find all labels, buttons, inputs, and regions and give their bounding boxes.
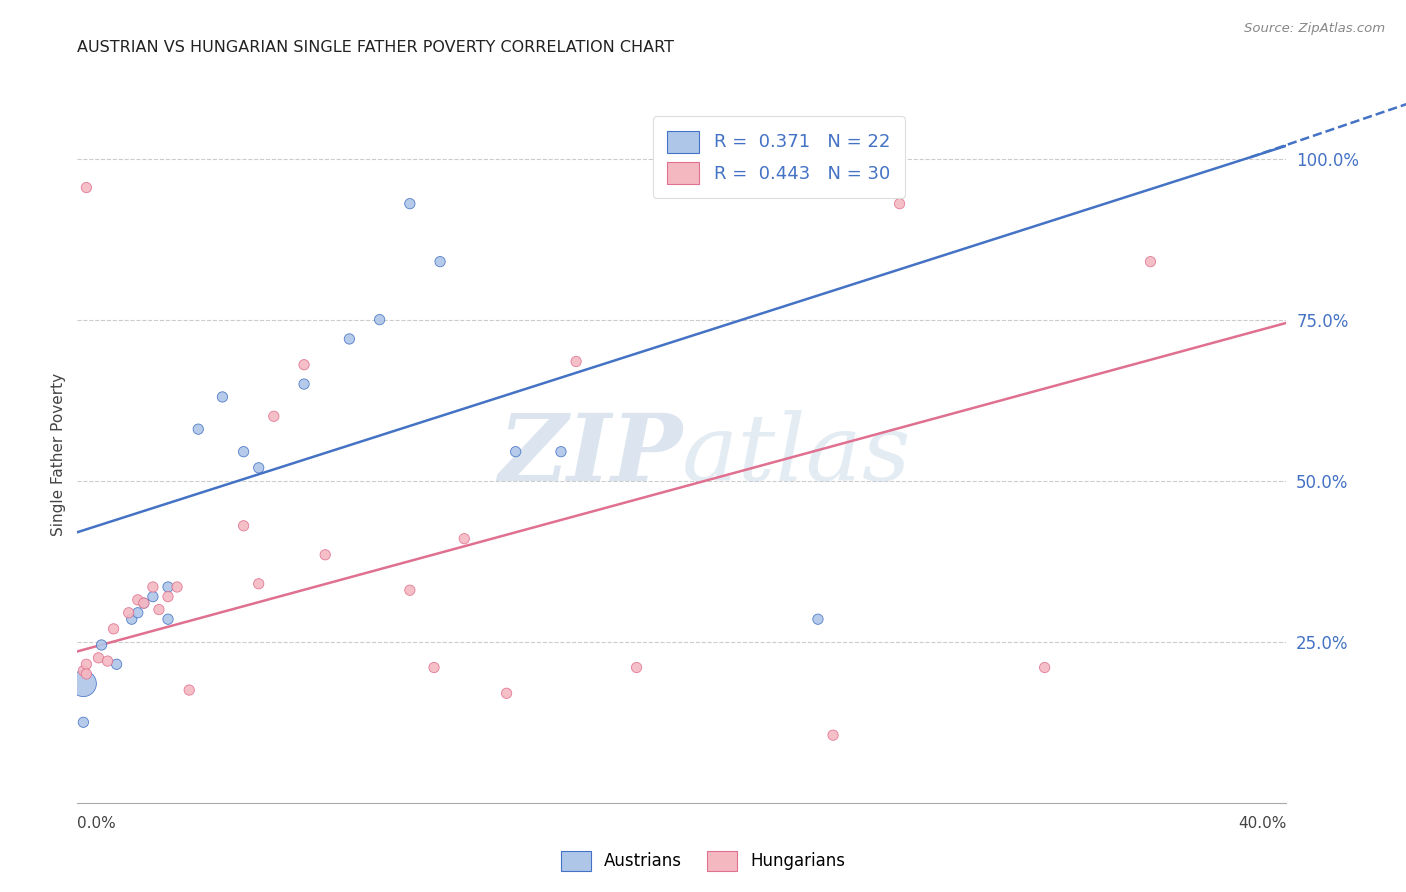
- Text: atlas: atlas: [682, 410, 911, 500]
- Point: [105, 657, 128, 672]
- Point: [142, 590, 165, 604]
- Point: [1139, 254, 1161, 268]
- Point: [127, 606, 149, 620]
- Point: [453, 532, 475, 546]
- Legend: Austrians, Hungarians: Austrians, Hungarians: [553, 842, 853, 880]
- Point: [247, 460, 270, 475]
- Point: [821, 728, 844, 742]
- Point: [127, 592, 149, 607]
- Point: [263, 409, 285, 424]
- Point: [626, 660, 648, 674]
- Point: [292, 377, 315, 392]
- Text: 0.0%: 0.0%: [77, 816, 117, 831]
- Y-axis label: Single Father Poverty: Single Father Poverty: [51, 374, 66, 536]
- Point: [75, 667, 97, 681]
- Point: [90, 638, 112, 652]
- Point: [157, 612, 180, 626]
- Text: AUSTRIAN VS HUNGARIAN SINGLE FATHER POVERTY CORRELATION CHART: AUSTRIAN VS HUNGARIAN SINGLE FATHER POVE…: [77, 40, 675, 55]
- Point: [247, 576, 270, 591]
- Point: [148, 602, 170, 616]
- Point: [505, 444, 527, 458]
- Point: [314, 548, 336, 562]
- Point: [72, 676, 94, 690]
- Point: [72, 664, 94, 678]
- Point: [75, 180, 97, 194]
- Point: [429, 254, 451, 268]
- Point: [87, 651, 110, 665]
- Point: [132, 596, 155, 610]
- Point: [211, 390, 233, 404]
- Point: [399, 196, 422, 211]
- Point: [187, 422, 209, 436]
- Point: [103, 622, 125, 636]
- Point: [72, 715, 94, 730]
- Text: 40.0%: 40.0%: [1239, 816, 1286, 831]
- Point: [1033, 660, 1056, 674]
- Point: [179, 683, 201, 698]
- Point: [157, 590, 180, 604]
- Point: [337, 332, 360, 346]
- Text: ZIP: ZIP: [498, 410, 682, 500]
- Point: [75, 657, 97, 672]
- Point: [142, 580, 165, 594]
- Point: [399, 583, 422, 598]
- Point: [118, 606, 141, 620]
- Point: [292, 358, 315, 372]
- Point: [423, 660, 446, 674]
- Point: [368, 312, 391, 326]
- Point: [495, 686, 517, 700]
- Point: [121, 612, 143, 626]
- Point: [232, 444, 254, 458]
- Point: [807, 612, 830, 626]
- Legend: R =  0.371   N = 22, R =  0.443   N = 30: R = 0.371 N = 22, R = 0.443 N = 30: [652, 116, 904, 198]
- Point: [132, 596, 155, 610]
- Text: Source: ZipAtlas.com: Source: ZipAtlas.com: [1244, 22, 1385, 36]
- Point: [157, 580, 180, 594]
- Point: [889, 196, 911, 211]
- Point: [232, 518, 254, 533]
- Point: [565, 354, 588, 368]
- Point: [166, 580, 188, 594]
- Point: [550, 444, 572, 458]
- Point: [96, 654, 118, 668]
